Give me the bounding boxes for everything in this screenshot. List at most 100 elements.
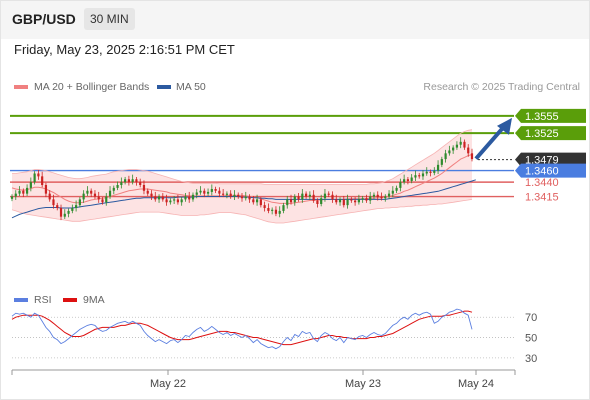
candle-body xyxy=(71,208,74,211)
candle-body xyxy=(146,190,149,194)
candle-body xyxy=(18,190,21,194)
candle-body xyxy=(406,179,410,181)
candle-body xyxy=(278,210,281,214)
candle-body xyxy=(105,196,108,203)
timeframe-button[interactable]: 30 MIN xyxy=(84,8,135,30)
candle-body xyxy=(33,173,36,183)
candle-body xyxy=(188,196,191,200)
candle-body xyxy=(470,153,474,160)
candle-body xyxy=(357,199,360,203)
candle-body xyxy=(225,193,229,195)
candle-body xyxy=(399,182,402,188)
candle-body xyxy=(308,194,311,197)
candle-body xyxy=(323,193,327,199)
candle-body xyxy=(161,196,164,200)
candle-body xyxy=(301,193,304,200)
candle-body xyxy=(391,190,394,194)
candle-body xyxy=(139,182,142,185)
rsi-line xyxy=(11,308,473,350)
candle-body xyxy=(354,200,357,203)
candle-body xyxy=(218,190,221,194)
legend-rsi-9ma: 9MA xyxy=(83,294,105,306)
candle-body xyxy=(157,196,161,200)
candle-body xyxy=(63,213,66,217)
bollinger-lower-line xyxy=(11,199,473,224)
candle-body xyxy=(59,208,63,217)
candle-body xyxy=(131,179,134,183)
price-label-target: 1.3555 xyxy=(525,111,559,123)
candle-body xyxy=(342,199,345,206)
candle-body xyxy=(237,194,240,197)
candle-body xyxy=(176,199,180,203)
candle-body xyxy=(229,193,232,197)
candle-body xyxy=(274,209,278,214)
symbol-label: GBP/USD xyxy=(12,11,76,27)
candle-body xyxy=(346,199,349,206)
candle-body xyxy=(86,190,89,194)
candle-body xyxy=(384,196,387,199)
candle-body xyxy=(210,189,213,192)
candle-body xyxy=(90,190,93,194)
candle-body xyxy=(289,199,293,203)
price-tag-target xyxy=(515,126,586,141)
candle-body xyxy=(418,175,421,177)
candle-body xyxy=(421,173,425,177)
credit-label: Research © 2025 Trading Central xyxy=(423,81,580,93)
candle-body xyxy=(414,175,417,178)
candle-body xyxy=(184,196,187,200)
candle-body xyxy=(369,196,372,201)
header-bar: GBP/USD 30 MIN xyxy=(1,1,589,39)
datetime-label: Friday, May 23, 2025 2:16:51 PM CET xyxy=(14,42,235,57)
candle-body xyxy=(365,198,368,201)
legend-swatch-ma50 xyxy=(157,85,171,89)
candle-body xyxy=(312,194,315,201)
legend-swatch-rsi xyxy=(14,298,28,302)
candle-body xyxy=(222,193,225,195)
candle-body xyxy=(165,199,168,203)
rsi-level-label: 30 xyxy=(525,353,537,365)
candle-body xyxy=(10,196,14,199)
candle-body xyxy=(448,150,451,154)
candle-body xyxy=(463,141,466,148)
candle-body xyxy=(29,182,32,188)
candle-body xyxy=(37,173,40,177)
candle-body xyxy=(195,192,198,195)
candle-body xyxy=(425,171,428,174)
bollinger-upper-line xyxy=(12,129,473,185)
price-label-target: 1.3525 xyxy=(525,128,559,140)
x-tick-label: May 23 xyxy=(345,378,381,390)
candle-body xyxy=(376,194,379,198)
ma50-line xyxy=(11,179,476,219)
candle-body xyxy=(433,170,436,173)
candle-body xyxy=(271,209,274,211)
rsi-level-label: 70 xyxy=(525,312,537,324)
candle-body xyxy=(169,200,172,203)
candle-body xyxy=(459,141,462,145)
candle-body xyxy=(259,199,262,206)
candle-body xyxy=(380,197,383,199)
candle-body xyxy=(452,147,455,151)
candle-body xyxy=(52,199,55,206)
candle-body xyxy=(455,144,459,148)
candle-body xyxy=(263,205,266,209)
candle-body xyxy=(248,196,251,200)
candle-body xyxy=(82,193,85,200)
candle-body xyxy=(255,199,259,203)
candle-body xyxy=(206,191,210,194)
legend-rsi: RSI xyxy=(34,294,52,306)
candle-body xyxy=(244,196,247,199)
candle-body xyxy=(252,199,255,203)
candle-body xyxy=(444,153,447,160)
legend-swatch-rsi-9ma xyxy=(63,298,77,302)
candle-body xyxy=(22,190,25,194)
candle-body xyxy=(116,185,119,188)
candle-body xyxy=(127,179,130,183)
candle-body xyxy=(297,196,300,200)
candle-body xyxy=(240,196,244,199)
candle-body xyxy=(316,200,319,204)
candle-body xyxy=(74,205,78,209)
legend-swatch-bollinger xyxy=(14,85,28,89)
candle-body xyxy=(214,189,217,191)
candle-body xyxy=(120,182,123,185)
